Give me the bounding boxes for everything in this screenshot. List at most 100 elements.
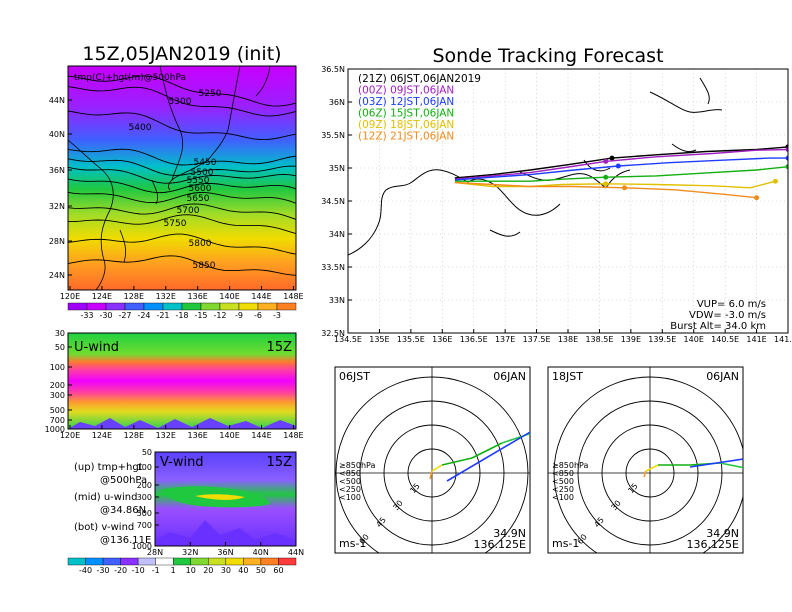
hodograph-segment xyxy=(429,470,433,480)
speed-ring xyxy=(601,424,699,522)
colorbar-swatch xyxy=(225,557,244,566)
colorbar-label: -40 xyxy=(79,566,92,575)
lon-tick-label: 135E xyxy=(369,335,389,344)
speed-ring xyxy=(383,424,481,522)
height-contour xyxy=(68,166,296,184)
note-up-1: (up) tmp+hgt xyxy=(74,462,143,473)
lat-tick-label: 32.5N xyxy=(321,329,345,338)
lon-tick-label: 140E xyxy=(219,292,239,301)
lat-tick-label: 33N xyxy=(329,296,345,305)
lon-tick-label: 136E xyxy=(432,335,452,344)
lon-tick-label: 128E xyxy=(124,292,144,301)
colorbar-label: 40 xyxy=(238,566,248,575)
colorbar-swatch xyxy=(200,302,221,311)
hodograph-segment xyxy=(446,431,530,482)
colorbar-swatch xyxy=(67,302,88,311)
legend-entry: (12Z) 21JST,06JAN xyxy=(358,131,454,143)
lat-tick-label: 24N xyxy=(49,271,65,280)
track-marker xyxy=(603,158,609,164)
p-tick-label: 30 xyxy=(55,329,65,338)
hodograph-segment xyxy=(441,457,473,466)
hodograph-date: 06JAN xyxy=(706,370,739,383)
colorbar-swatch xyxy=(155,557,174,566)
colorbar-swatch xyxy=(278,557,297,566)
wind-colorbar: -40 -30 -20 -10 -1 1 10 20 30 40 50 60 xyxy=(67,557,297,575)
colorbar-label: 60 xyxy=(273,566,283,575)
colorbar-swatch xyxy=(173,557,191,566)
hodograph-frame xyxy=(547,366,744,554)
note-mid-2: @34.86N xyxy=(100,505,146,516)
lat-tick-label: 36N xyxy=(49,166,65,175)
height-contour xyxy=(68,191,296,204)
colorbar-swatch xyxy=(276,302,297,311)
lat-tick-label: 40N xyxy=(253,548,269,557)
colorbar-swatch xyxy=(257,302,278,311)
colorbar-label: 10 xyxy=(186,566,196,575)
tracking-legend: (21Z) 06JST,06JAN2019(00Z) 09JST,06JAN(0… xyxy=(358,73,481,143)
speed-ring xyxy=(553,376,743,553)
v-wind-peak xyxy=(195,494,245,500)
colorbar-swatch xyxy=(85,557,104,566)
p-tick-label: 300 xyxy=(137,493,152,502)
hodograph-time: 06JST xyxy=(339,370,370,383)
colorbar-label: 30 xyxy=(221,566,231,575)
colorbar-swatch xyxy=(143,302,164,311)
hodograph-segment xyxy=(471,442,503,459)
colorbar-swatch xyxy=(124,302,145,311)
colorbar-label: -20 xyxy=(114,566,127,575)
hodograph-segment xyxy=(431,464,443,472)
level-legend-entry: ≥850hPa xyxy=(339,461,376,470)
p-tick-label: 100 xyxy=(50,363,65,372)
lon-tick-label: 140.5E xyxy=(711,335,739,344)
colorbar-swatch xyxy=(102,557,121,566)
lon-tick-label: 141.5E xyxy=(774,335,792,344)
lat-tick-label: 34.5N xyxy=(321,197,345,206)
p-tick-label: 500 xyxy=(137,509,152,518)
lon-tick-label: 137.5E xyxy=(523,335,551,344)
legend-entry: (00Z) 09JST,06JAN xyxy=(358,85,454,97)
contour-label: 5600 xyxy=(189,184,212,194)
hodograph-date: 06JAN xyxy=(493,370,526,383)
height-contour xyxy=(68,110,296,141)
lat-tick-label: 40N xyxy=(49,130,65,139)
colorbar-label: 20 xyxy=(203,566,213,575)
lon-tick-label: 138.5E xyxy=(585,335,613,344)
panel-notes: (up) tmp+hgt @500hPa (mid) u-wind @34.86… xyxy=(74,462,151,546)
tracking-map xyxy=(348,69,788,333)
height-contour xyxy=(68,178,296,194)
p-tick-label: 700 xyxy=(50,416,65,425)
p-tick-label: 300 xyxy=(50,391,65,400)
colorbar-swatch xyxy=(219,302,240,311)
colorbar-label: -9 xyxy=(235,311,243,320)
hodograph-segment xyxy=(532,428,537,433)
speed-ring xyxy=(577,400,723,546)
lon-tick-label: 144E xyxy=(251,292,271,301)
colorbar-swatch xyxy=(208,557,227,566)
p-tick-label: 200 xyxy=(50,381,65,390)
contour-label: 5300 xyxy=(169,97,192,107)
colorbar-label: 1 xyxy=(171,566,176,575)
contour-label: 5850 xyxy=(193,261,216,271)
colorbar-label: -10 xyxy=(132,566,145,575)
p-tick-label: 50 xyxy=(142,448,152,457)
track-marker xyxy=(603,181,609,187)
level-legend-entry: <250 xyxy=(552,485,574,494)
lon-tick-label: 124E xyxy=(92,292,112,301)
lat-tick-label: 34N xyxy=(329,230,345,239)
level-legend-entry: <250 xyxy=(339,485,361,494)
note-bot-2: @136.11E xyxy=(100,535,151,546)
lon-tick-label: 132E xyxy=(156,292,176,301)
lon-tick-label: 136E xyxy=(188,292,208,301)
left-title: 15Z,05JAN2019 (init) xyxy=(82,43,281,65)
hodograph-unit: ms-1 xyxy=(552,537,579,550)
v-terrain-mask xyxy=(155,520,296,546)
height-contour xyxy=(68,255,296,276)
colorbar-label: -15 xyxy=(194,311,207,320)
colorbar-label: -27 xyxy=(118,311,131,320)
track-lines xyxy=(454,144,788,201)
height-contours xyxy=(68,75,296,276)
u-wind-section xyxy=(68,333,296,429)
level-legend-entry: <850 xyxy=(339,469,361,478)
mid-lon-ticks: 120E 124E 128E 132E 136E 140E 144E 148E xyxy=(60,425,304,440)
